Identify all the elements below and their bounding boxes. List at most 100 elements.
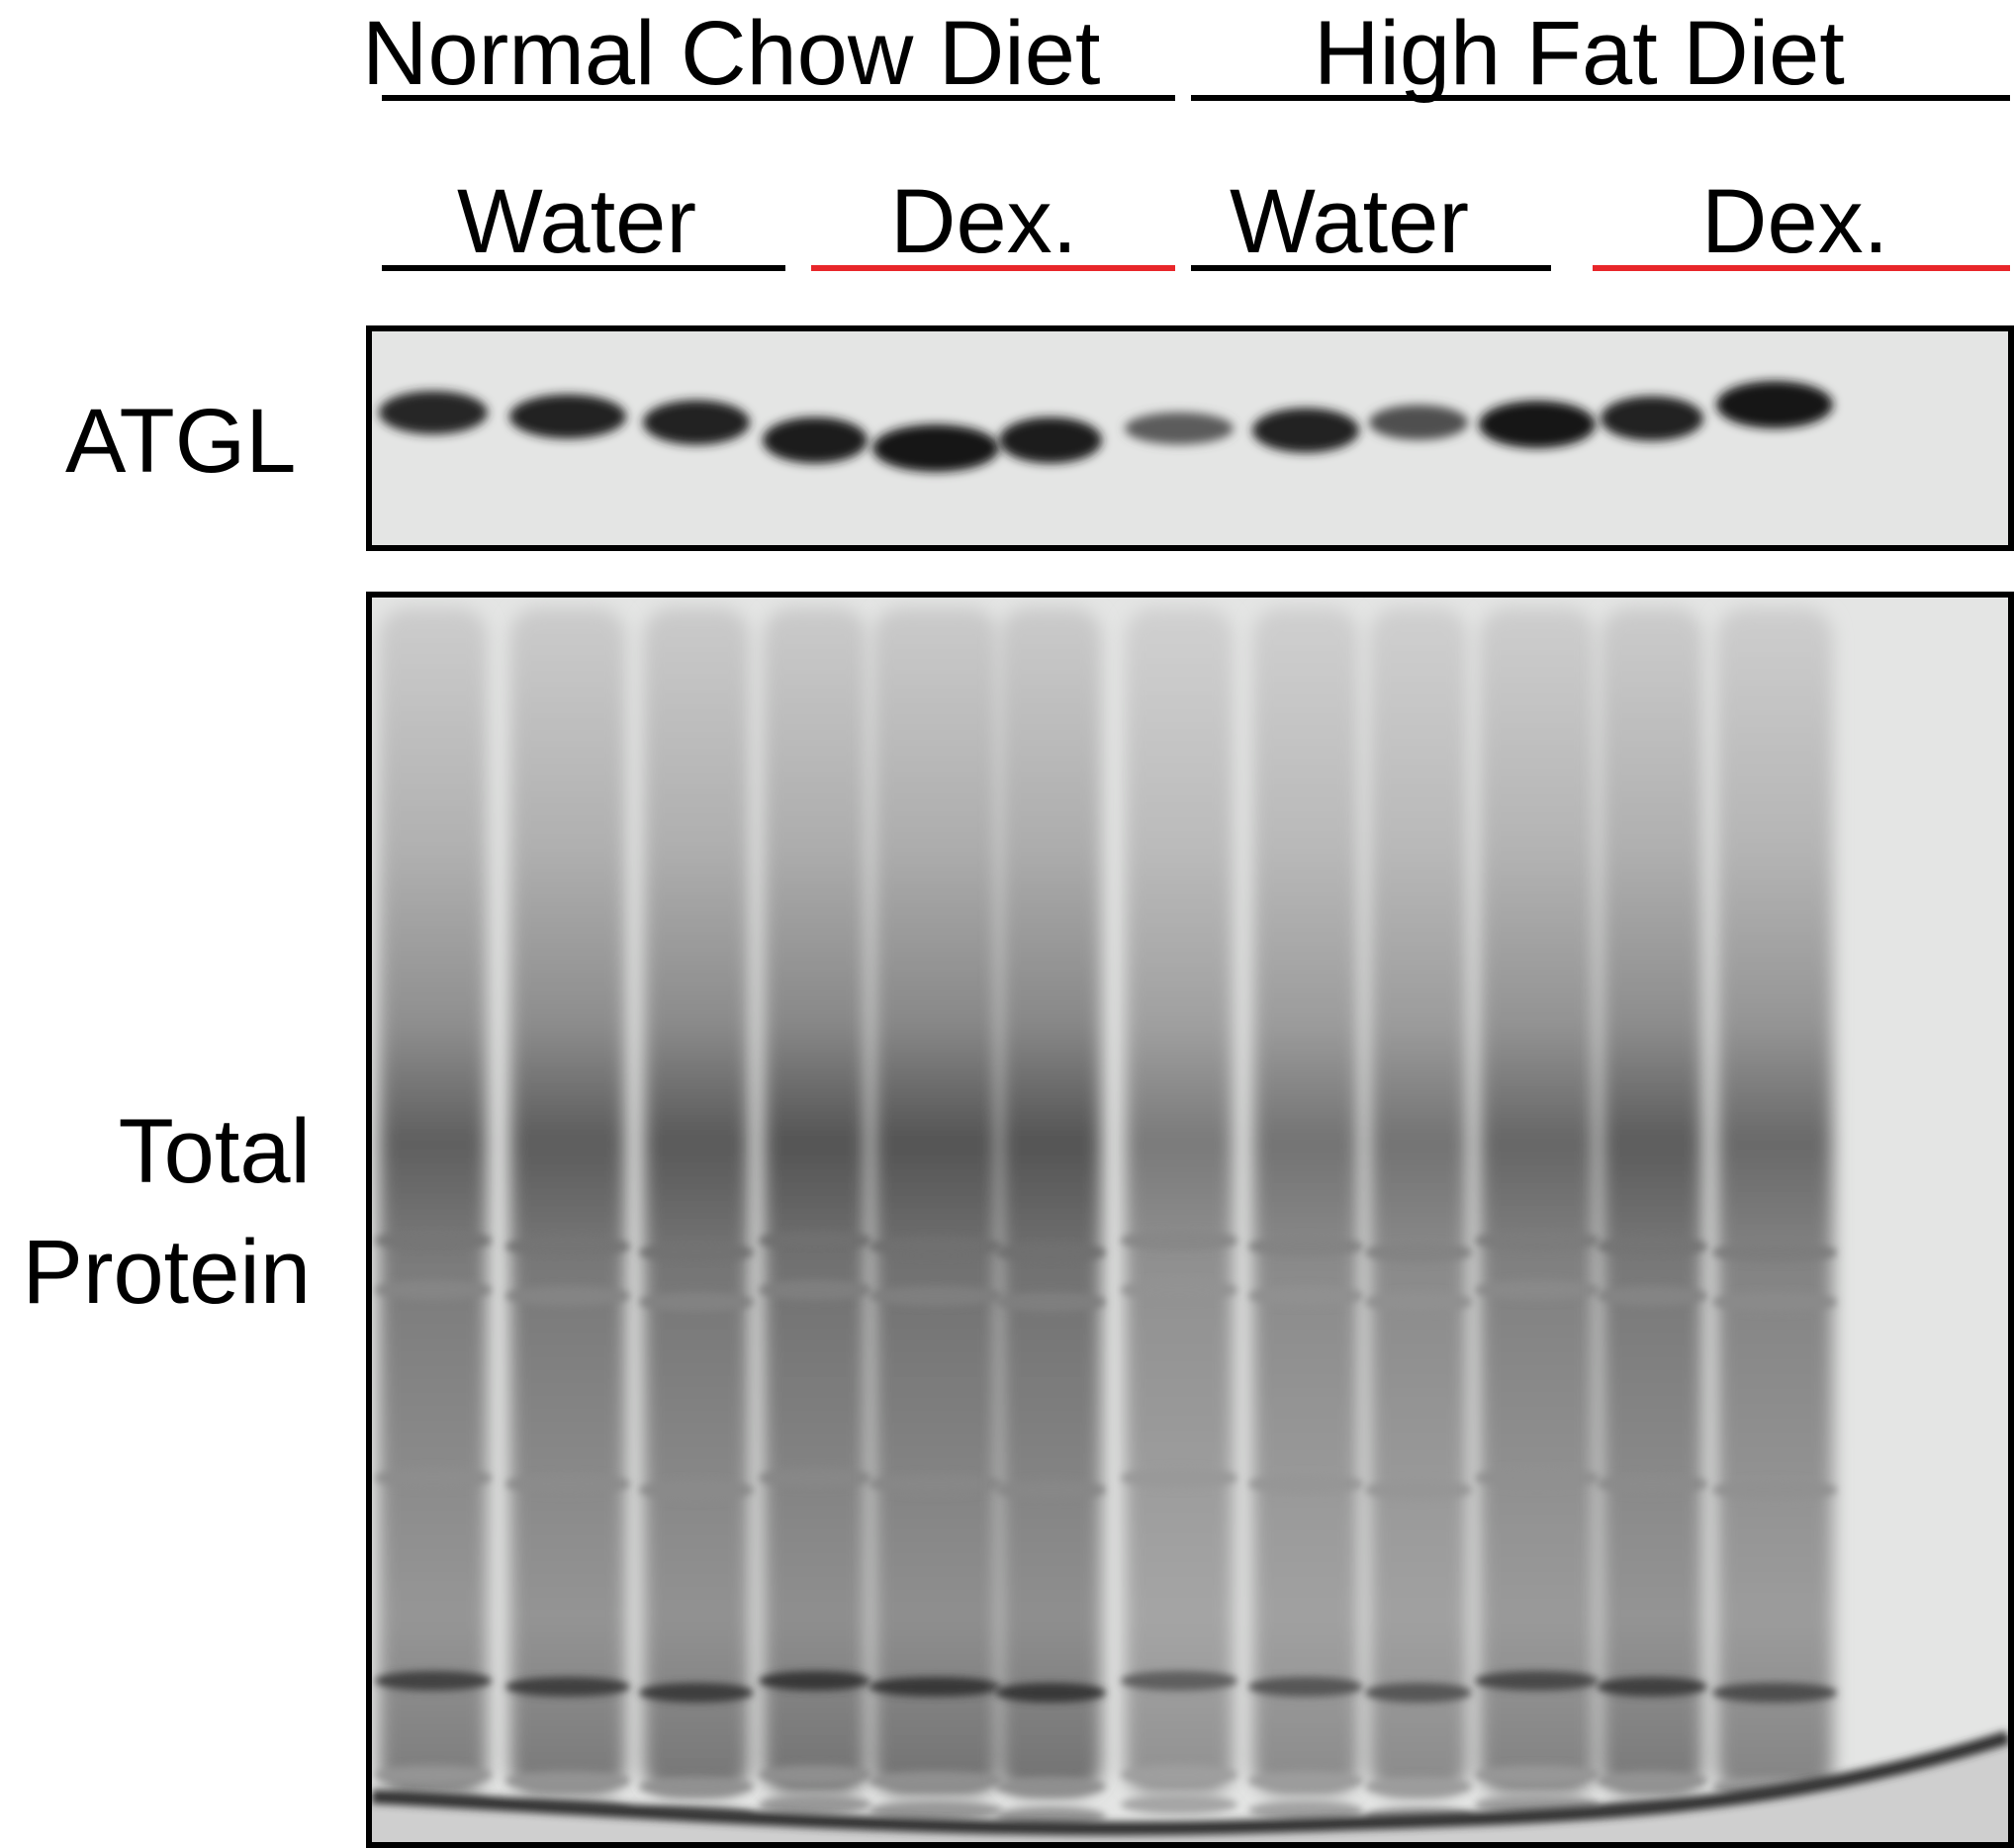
treatment-line-water-2 [1191,265,1551,271]
atgl-band [1252,408,1359,453]
protein-band [869,1801,1003,1820]
protein-lane [1252,607,1359,1795]
treatment-line-water-1 [382,265,785,271]
protein-band [1248,1237,1363,1256]
protein-band [375,1671,492,1691]
protein-band [1121,1231,1237,1250]
protein-lane [1716,607,1833,1795]
protein-band [1365,1292,1472,1312]
protein-band [375,1765,492,1785]
protein-band [505,1237,630,1256]
atgl-band [1369,405,1468,440]
protein-band [759,1795,871,1814]
protein-band [1365,1777,1472,1797]
group-line-normal-chow [382,95,1175,101]
protein-band [639,1480,754,1500]
total-protein-blot-panel [366,592,2014,1848]
atgl-band [509,394,626,439]
protein-lane [872,607,999,1795]
atgl-band [999,416,1102,464]
group-title-high-fat: High Fat Diet [1314,3,1845,104]
total-protein-blot-image [372,598,2008,1842]
protein-band [1248,1677,1363,1697]
protein-lane [1369,607,1468,1795]
protein-band [1475,1671,1600,1691]
protein-band [1475,1765,1600,1785]
atgl-band [643,400,750,445]
protein-band [1475,1280,1600,1300]
protein-band [759,1280,871,1300]
protein-band [505,1677,630,1697]
group-title-normal-chow: Normal Chow Diet [362,3,1101,104]
protein-band [1597,1237,1707,1256]
protein-band [1597,1677,1707,1697]
protein-band [639,1243,754,1262]
protein-lane [1479,607,1596,1795]
protein-lane [1601,607,1703,1795]
protein-band [995,1243,1106,1262]
protein-band [995,1480,1106,1500]
protein-band [639,1683,754,1703]
protein-lane [763,607,868,1795]
protein-band [375,1468,492,1488]
atgl-blot-panel [366,325,2014,551]
protein-band [1597,1286,1707,1306]
protein-band [1365,1243,1472,1262]
protein-band [639,1777,754,1797]
protein-lane [1125,607,1234,1795]
protein-band [1248,1286,1363,1306]
protein-band [995,1683,1106,1703]
protein-band [1712,1243,1837,1262]
protein-band [759,1468,871,1488]
protein-band [505,1771,630,1791]
protein-band [375,1280,492,1300]
row-label-atgl: ATGL [65,391,297,492]
protein-band [1121,1795,1237,1814]
treatment-line-dex-2 [1593,265,2010,271]
protein-band [1712,1480,1837,1500]
protein-band [1712,1683,1837,1703]
atgl-band [1125,412,1234,445]
row-label-protein: Protein [22,1222,312,1323]
protein-lane [509,607,626,1795]
protein-band [1121,1765,1237,1785]
atgl-band [1601,396,1703,441]
dye-front-line [372,1730,2008,1836]
group-line-high-fat [1191,95,2010,101]
protein-band [1597,1474,1707,1494]
protein-band [869,1474,1003,1494]
protein-band [1248,1771,1363,1791]
protein-lane [379,607,488,1795]
atgl-blot-image [372,331,2008,545]
protein-band [1475,1231,1600,1250]
protein-band [759,1765,871,1785]
atgl-band [763,416,868,464]
protein-band [1121,1671,1237,1691]
protein-band [1475,1468,1600,1488]
protein-band [505,1286,630,1306]
protein-band [1365,1683,1472,1703]
protein-band [759,1671,871,1691]
protein-lane [643,607,750,1795]
protein-band [1597,1771,1707,1791]
protein-band [869,1237,1003,1256]
protein-band [639,1292,754,1312]
protein-band [1248,1801,1363,1820]
atgl-band [379,391,488,434]
atgl-band [872,424,999,472]
protein-band [869,1771,1003,1791]
protein-band [995,1777,1106,1797]
protein-band [1121,1468,1237,1488]
protein-band [505,1474,630,1494]
row-label-total: Total [118,1101,311,1202]
protein-band [1712,1292,1837,1312]
protein-lane [999,607,1102,1795]
protein-band [1121,1280,1237,1300]
protein-band [869,1677,1003,1697]
treatment-label-water-2: Water [1230,171,1469,272]
atgl-band [1479,401,1596,448]
protein-band [375,1231,492,1250]
treatment-label-water-1: Water [457,171,696,272]
treatment-label-dex-1: Dex. [890,171,1078,272]
treatment-label-dex-2: Dex. [1701,171,1889,272]
